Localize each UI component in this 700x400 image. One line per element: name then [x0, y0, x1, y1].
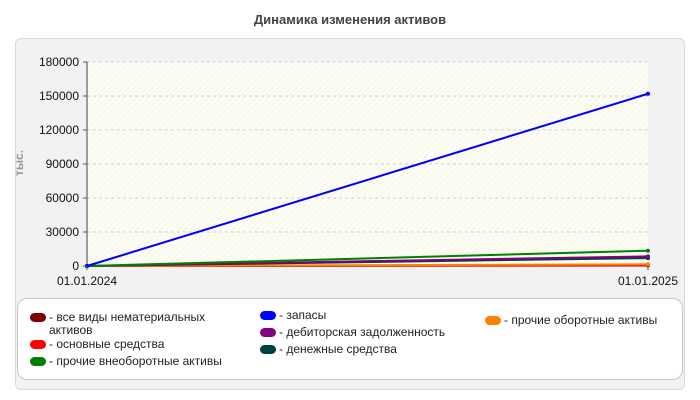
legend-swatch — [485, 316, 501, 325]
y-tick-label: 180000 — [39, 55, 79, 69]
data-point — [646, 254, 650, 259]
legend-item: - прочие оборотные активы — [485, 314, 680, 327]
data-point — [646, 262, 650, 267]
legend-item: - основные средства — [30, 338, 230, 351]
plot-background — [87, 62, 648, 266]
legend-label: - дебиторская задолженность — [279, 325, 446, 339]
legend-item: - денежные средства — [260, 343, 460, 356]
data-point — [646, 91, 650, 96]
y-tick-label: 150000 — [39, 89, 79, 103]
legend-swatch — [260, 328, 276, 337]
y-tick-label: 120000 — [39, 123, 79, 137]
chart-title: Динамика изменения активов — [253, 12, 447, 27]
legend-item: - запасы — [260, 309, 460, 322]
data-point — [646, 248, 650, 253]
y-axis-label: тыс. — [12, 150, 26, 176]
legend-label: - основные средства — [49, 337, 165, 351]
legend-swatch — [30, 313, 46, 322]
series-line — [86, 263, 649, 267]
legend-label: - денежные средства — [279, 342, 397, 356]
legend-item: - дебиторская задолженность — [260, 326, 480, 339]
legend-swatch — [260, 311, 276, 320]
legend-item: - все виды нематериальных активов — [30, 311, 215, 337]
y-tick-label: 60000 — [46, 191, 80, 205]
legend-swatch — [30, 357, 46, 366]
legend: - все виды нематериальных активов - основ… — [17, 298, 683, 380]
legend-swatch — [30, 340, 46, 349]
x-tick-label: 01.01.2025 — [618, 274, 678, 288]
legend-label: - все виды нематериальных активов — [49, 310, 206, 337]
y-tick-label: 90000 — [46, 157, 80, 171]
legend-label: - прочие внеоборотные активы — [49, 354, 222, 368]
legend-label: - запасы — [279, 308, 327, 322]
series-line — [86, 249, 649, 267]
legend-label: - прочие оборотные активы — [504, 313, 658, 327]
x-tick-label: 01.01.2024 — [57, 274, 117, 288]
legend-swatch — [260, 345, 276, 354]
y-tick-label: 30000 — [46, 225, 80, 239]
series-line — [86, 92, 649, 267]
legend-item: - прочие внеоборотные активы — [30, 355, 250, 368]
y-tick-label: 0 — [72, 259, 79, 273]
